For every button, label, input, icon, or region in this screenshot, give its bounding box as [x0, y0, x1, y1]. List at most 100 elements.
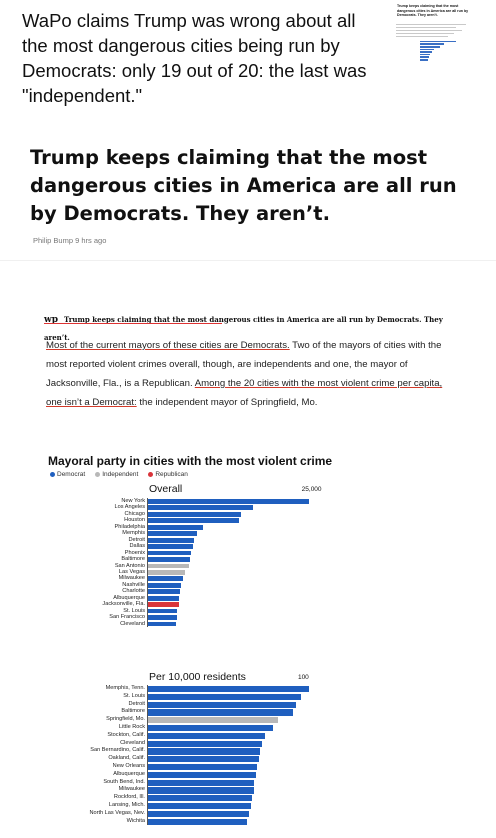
bar	[148, 602, 179, 608]
category-label: Stockton, Calif.	[107, 731, 145, 738]
category-label: Milwaukee	[118, 786, 145, 793]
category-label: St. Louis	[123, 607, 145, 614]
bar	[148, 709, 294, 716]
category-label: San Antonio	[114, 562, 145, 569]
bar	[148, 756, 259, 763]
category-label: Houston	[124, 517, 145, 524]
thumbnail-bar	[420, 45, 440, 48]
category-label: Rockford, Ill.	[113, 794, 145, 801]
thumbnail-bar	[420, 43, 444, 45]
bar	[148, 779, 254, 786]
legend-label: Democrat	[57, 471, 86, 478]
thumbnail-bar	[420, 40, 456, 43]
bar	[148, 732, 266, 739]
bar	[148, 576, 184, 582]
axis-line	[147, 685, 148, 826]
category-label: Albuquerque	[113, 770, 145, 777]
clip-title: Trump keeps claiming that the most dange…	[44, 315, 443, 342]
thumbnail-bar	[420, 51, 432, 53]
category-label: Lansing, Mich.	[108, 802, 145, 808]
category-label: Memphis	[122, 530, 145, 537]
legend-item-independent: Independent	[95, 471, 138, 478]
panel-title: Per 10,000 residents	[149, 671, 246, 683]
category-label: Cleveland	[120, 620, 145, 627]
bar	[148, 621, 176, 627]
legend-label: Independent	[102, 471, 139, 478]
category-label: Detroit	[128, 700, 145, 707]
category-label: Detroit	[128, 536, 145, 543]
bar	[148, 557, 190, 562]
bar	[148, 499, 310, 504]
bar	[148, 818, 248, 825]
legend-item-democrat: Democrat	[50, 471, 85, 478]
category-label: Jacksonville, Fla.	[102, 601, 145, 608]
category-label: Dallas	[129, 543, 145, 550]
underlined-sentence: Most of the current mayors of these citi…	[46, 340, 290, 351]
bar	[148, 589, 180, 595]
chart-title: Mayoral party in cities with the most vi…	[48, 454, 333, 468]
bar	[148, 582, 182, 588]
bar	[148, 686, 310, 693]
bar	[148, 795, 253, 802]
chart-legend: Democrat Independent Republican	[50, 471, 188, 478]
bar	[148, 771, 256, 778]
thumbnail-bar	[420, 56, 429, 58]
legend-label: Republican	[155, 471, 188, 478]
clip-underline	[44, 323, 222, 324]
bar	[148, 595, 180, 601]
underlined-sentence: Among the 20 cities with the most violen…	[46, 378, 443, 408]
paragraph-text: Two of the mayors of cities with the mos…	[46, 340, 442, 389]
bar	[148, 563, 189, 569]
thumbnail-line	[396, 35, 448, 37]
bar	[148, 740, 263, 747]
bar	[148, 608, 178, 614]
category-label: San Bernardino, Calif.	[90, 747, 145, 754]
wp-logo: wp	[44, 315, 59, 325]
bar	[148, 717, 279, 724]
axis-line	[147, 498, 148, 627]
category-label: Chicago	[124, 510, 145, 517]
category-label: North Las Vegas, Nev.	[89, 809, 145, 816]
category-label: Baltimore	[121, 556, 145, 563]
category-label: Oakland, Calif.	[108, 755, 145, 762]
clip-paragraph: Most of the current mayors of these citi…	[46, 336, 446, 412]
democrat-dot-icon	[50, 471, 55, 477]
category-label: New York	[121, 498, 145, 504]
category-label: Memphis, Tenn.	[105, 685, 145, 691]
category-label: New Orleans	[112, 763, 145, 769]
category-label: San Francisco	[109, 614, 145, 621]
category-label: South Bend, Ind.	[103, 778, 145, 785]
bar	[148, 505, 253, 511]
category-label: Los Angeles	[114, 504, 145, 511]
bar	[148, 524, 203, 530]
bottom-edge	[0, 828, 496, 838]
independent-dot-icon	[95, 471, 101, 477]
bar	[148, 615, 177, 620]
paragraph-text: the independent mayor of Springfield, Mo…	[136, 397, 318, 408]
bar	[148, 725, 274, 732]
bar	[148, 544, 193, 549]
bar	[148, 550, 192, 556]
category-label: Cleveland	[120, 739, 145, 746]
bar	[148, 764, 258, 771]
bar	[148, 803, 251, 810]
bar	[148, 569, 186, 575]
category-label: Springfield, Mo.	[106, 716, 145, 723]
axis-tick-label: 100	[297, 674, 309, 681]
legend-item-republican: Republican	[148, 471, 188, 478]
category-label: Wichita	[126, 817, 145, 824]
category-label: Baltimore	[121, 708, 145, 715]
article-headline[interactable]: Trump keeps claiming that the most dange…	[30, 146, 457, 225]
bar	[148, 511, 241, 517]
category-label: Albuquerque	[113, 594, 145, 601]
category-label: Nashville	[122, 581, 145, 588]
article-thumbnail[interactable]: Trump keeps claiming that the most dange…	[394, 4, 484, 112]
bar	[148, 810, 250, 817]
article-byline: Philip Bump 9 hrs ago	[33, 236, 107, 245]
bar	[148, 531, 197, 537]
republican-dot-icon	[148, 471, 154, 477]
category-label: Milwaukee	[118, 575, 145, 582]
bar	[148, 701, 297, 708]
axis-tick-label: 25,000	[301, 486, 322, 493]
thumbnail-bar	[420, 48, 434, 51]
